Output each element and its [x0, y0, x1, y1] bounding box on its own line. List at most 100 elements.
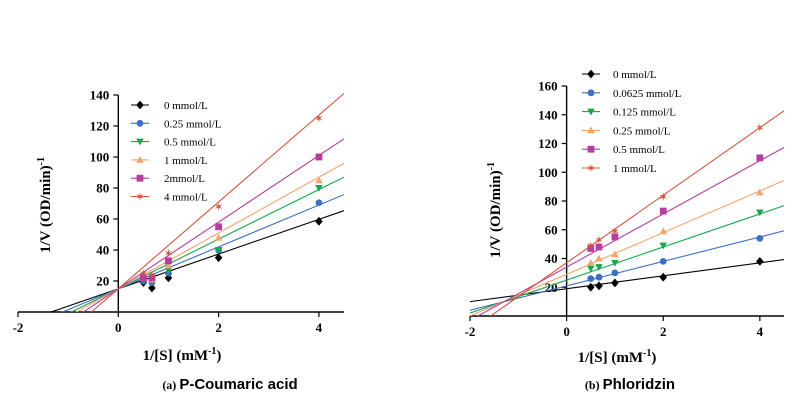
data-point — [611, 278, 619, 288]
data-point — [595, 243, 603, 251]
series-fit-line — [489, 110, 784, 316]
data-point — [611, 233, 619, 241]
data-point — [659, 272, 668, 282]
y-tick-label: 80 — [96, 181, 109, 196]
y-tick-label: 80 — [545, 194, 558, 209]
data-point — [315, 176, 323, 184]
legend-label: 4 mmol/L — [164, 192, 208, 204]
y-tick-label: 40 — [545, 251, 558, 266]
data-point — [148, 270, 156, 280]
x-axis-title: 1/[S] (mM-1) — [578, 348, 657, 366]
data-point — [214, 253, 223, 263]
series-0.0625-mmol/L — [470, 230, 784, 311]
y-tick-label: 60 — [96, 212, 109, 227]
data-point — [659, 242, 668, 250]
legend-label: 0.25 mmol/L — [164, 118, 222, 130]
data-point — [595, 264, 603, 271]
data-point — [586, 241, 595, 250]
data-point — [756, 209, 764, 217]
data-point — [659, 227, 668, 235]
series-fit-line — [470, 180, 784, 316]
y-tick-label: 120 — [90, 119, 110, 134]
data-point — [214, 202, 223, 211]
data-point — [611, 226, 619, 236]
data-point — [164, 261, 173, 269]
x-tick-label: 0 — [563, 324, 570, 339]
data-point — [586, 265, 595, 273]
data-point — [315, 185, 323, 192]
series-0.25-mmol/L — [470, 180, 784, 316]
legend-label: 2mmol/L — [164, 173, 205, 185]
legend: 0 mmol/L 0.0625 mmol/L 0.125 mmol/L 0.25 mm… — [582, 69, 682, 175]
y-tick-label: 160 — [538, 79, 558, 94]
legend-marker — [587, 108, 595, 116]
legend-marker — [587, 126, 595, 134]
data-point — [756, 123, 764, 133]
x-tick-label: 4 — [757, 324, 764, 339]
legend-marker — [587, 69, 595, 79]
data-point — [214, 233, 223, 241]
data-point — [595, 254, 603, 262]
data-point — [587, 275, 595, 283]
legend-marker — [587, 89, 595, 97]
data-point — [165, 257, 172, 265]
y-tick-label: 140 — [90, 88, 110, 103]
legend-marker — [136, 100, 144, 110]
data-point — [756, 188, 764, 196]
legend-label: 1 mmol/L — [613, 163, 657, 175]
data-point — [214, 247, 223, 254]
y-axis-title: 1/V (OD/min)-1 — [36, 157, 54, 253]
data-point — [595, 273, 603, 281]
x-tick-label: -2 — [465, 324, 476, 339]
series-0-mmol/L — [49, 210, 344, 312]
y-tick-label: 20 — [96, 274, 109, 289]
x-tick-label: 2 — [215, 320, 222, 335]
series-4-mmol/L — [90, 93, 344, 312]
y-tick-label: 120 — [538, 136, 558, 151]
series-fit-line — [470, 205, 784, 314]
legend-label: 0.0625 mmol/L — [613, 88, 682, 100]
series-0-mmol/L — [470, 256, 784, 303]
data-point — [139, 274, 147, 282]
data-point — [215, 223, 223, 231]
legend-label: 0.125 mmol/L — [613, 107, 676, 119]
x-tick-label: 2 — [660, 324, 667, 339]
legend-marker — [136, 138, 144, 146]
series-fit-line — [470, 259, 784, 303]
data-point — [586, 282, 595, 292]
data-point — [595, 235, 603, 245]
data-point — [164, 267, 173, 274]
y-axis-title: 1/V (OD/min)-1 — [486, 162, 504, 258]
series-1-mmol/L — [75, 162, 344, 312]
data-point — [659, 192, 668, 202]
data-point — [315, 153, 323, 161]
legend: 0 mmol/L 0.25 mmol/L 0.5 mmol/L 1 mmol/L 2mm… — [131, 100, 222, 204]
data-point — [659, 257, 667, 265]
data-point — [164, 248, 173, 258]
x-tick-label: -2 — [13, 320, 24, 335]
legend-label: 0.25 mmol/L — [613, 125, 671, 137]
data-point — [611, 250, 619, 258]
x-tick-label: 4 — [316, 320, 323, 335]
data-point — [586, 259, 595, 266]
x-axis-title: 1/[S] (mM-1) — [143, 346, 222, 364]
data-point — [611, 269, 619, 277]
legend-marker — [587, 163, 595, 173]
series-fit-line — [49, 210, 344, 312]
data-point — [139, 268, 148, 278]
legend-label: 0 mmol/L — [613, 69, 657, 81]
series-fit-line — [75, 162, 344, 312]
data-point — [595, 281, 603, 291]
data-point — [756, 234, 764, 242]
legend-marker — [136, 119, 144, 127]
series-fit-line — [61, 194, 344, 312]
data-point — [315, 199, 323, 207]
legend-label: 0 mmol/L — [164, 100, 208, 112]
data-point — [756, 154, 764, 162]
y-tick-label: 100 — [90, 150, 110, 165]
data-point — [148, 283, 156, 293]
series-fit-line — [470, 230, 784, 311]
